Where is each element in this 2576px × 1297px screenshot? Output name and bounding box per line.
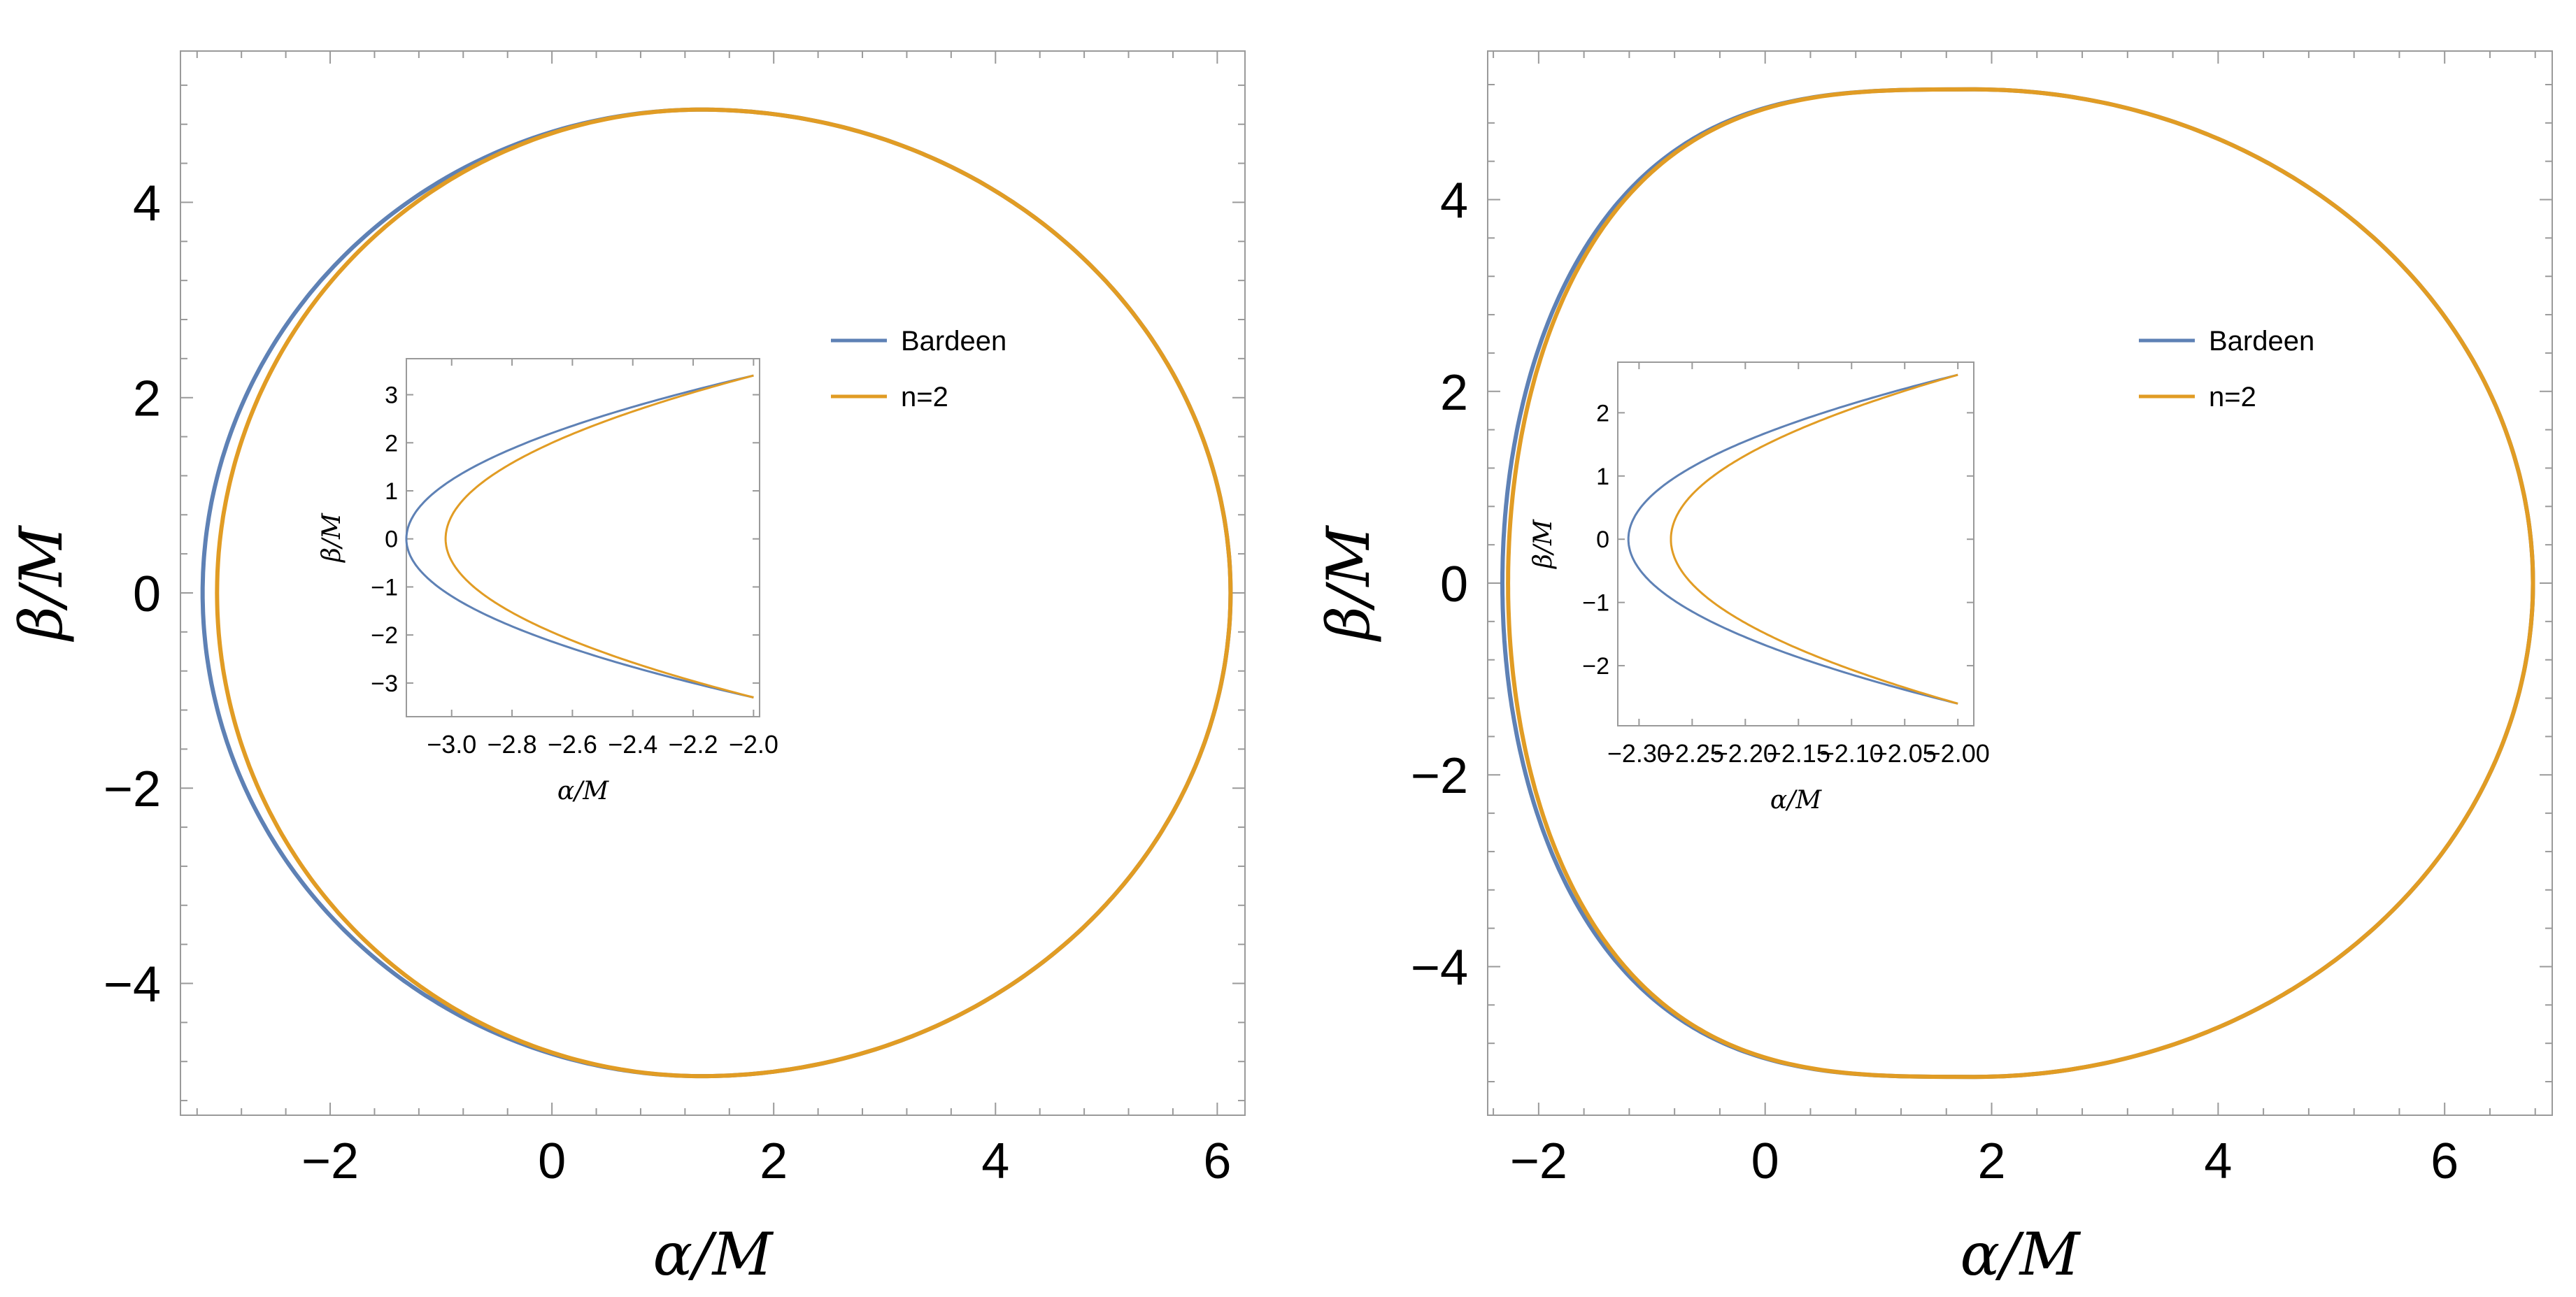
inset-plot: −2.30−2.25−2.20−2.15−2.10−2.05−2.00 −2 −1 0… xyxy=(1529,361,1990,815)
legend-label: n=2 xyxy=(901,382,948,413)
y-axis-label: β/M xyxy=(1314,525,1383,643)
inset-x-tick-label: −2.00 xyxy=(1926,739,1990,768)
inset-x-tick-label: −2.0 xyxy=(729,730,778,759)
x-tick-label: 2 xyxy=(1977,1133,2005,1189)
inset-x-axis-label: α/M xyxy=(1770,786,1822,815)
x-tick-label: −2 xyxy=(1510,1133,1567,1189)
inset-y-tick-label: 0 xyxy=(1596,526,1609,553)
inset-x-axis-label: α/M xyxy=(557,777,609,805)
y-tick-label: 4 xyxy=(133,175,161,231)
inset-x-tick-label: −2.10 xyxy=(1820,739,1884,768)
inset-y-tick-label: 1 xyxy=(385,478,398,505)
legend-label: n=2 xyxy=(2209,382,2256,413)
inset-x-tick-label: −2.4 xyxy=(608,730,657,759)
inset-y-tick-label: −1 xyxy=(1582,590,1609,617)
series-line-2 xyxy=(215,107,1233,1079)
y-tick-label: 0 xyxy=(133,566,161,622)
y-tick-label: 0 xyxy=(1440,557,1468,612)
y-tick-label: −4 xyxy=(104,956,161,1012)
inset-x-tick-label: −2.6 xyxy=(548,730,597,759)
inset-y-tick-label: −3 xyxy=(371,671,398,697)
x-tick-label: 6 xyxy=(2431,1133,2458,1189)
inset-x-tick-label: −2.15 xyxy=(1767,739,1830,768)
x-tick-label: 0 xyxy=(1751,1133,1779,1189)
x-tick-label: 0 xyxy=(538,1133,566,1189)
inset-y-axis-label: β/M xyxy=(1529,519,1558,570)
y-tick-label: −2 xyxy=(1411,748,1468,804)
legend-label: Bardeen xyxy=(901,326,1006,357)
inset-series-line-2 xyxy=(444,374,754,698)
y-tick-label: −2 xyxy=(104,761,161,817)
inset-y-axis-label: β/M xyxy=(318,513,346,564)
x-tick-label: 6 xyxy=(1203,1133,1231,1189)
inset-x-tick-label: −2.2 xyxy=(669,730,718,759)
x-axis-label: α/M xyxy=(1960,1220,2081,1289)
inset-y-tick-label: −1 xyxy=(371,574,398,601)
inset-series-line-1 xyxy=(1627,373,1958,705)
inset-y-tick-label: −2 xyxy=(371,622,398,649)
inset-y-tick-label: 2 xyxy=(1596,400,1609,427)
chart-2: −2 0 2 4 6−4−2024α/Mβ/MBardeenn=2−2.30−2.25−… xyxy=(1314,50,2553,1289)
inset-y-tick-label: 0 xyxy=(385,526,398,553)
y-tick-label: 2 xyxy=(133,371,161,427)
inset-frame xyxy=(406,358,760,717)
series-line-2 xyxy=(1506,87,2535,1080)
inset-x-tick-label: −2.20 xyxy=(1714,739,1777,768)
inset-y-tick-label: 1 xyxy=(1596,464,1609,490)
x-tick-label: 4 xyxy=(2204,1133,2232,1189)
inset-x-tick-label: −2.05 xyxy=(1873,739,1937,768)
legend-label: Bardeen xyxy=(2209,326,2314,357)
y-axis-label: β/M xyxy=(7,525,76,643)
inset-y-tick-label: −2 xyxy=(1582,653,1609,680)
inset-x-tick-label: −2.8 xyxy=(488,730,537,759)
y-tick-label: 4 xyxy=(1440,173,1468,229)
inset-x-tick-label: −2.25 xyxy=(1660,739,1724,768)
x-axis-label: α/M xyxy=(653,1220,774,1289)
x-tick-label: 2 xyxy=(760,1133,788,1189)
x-tick-label: −2 xyxy=(301,1133,359,1189)
chart-1: −2 0 2 4 6 −4 −2 0 2 4 α/M β/M Bardeen n=2 −3.0 −2.8 −2.… xyxy=(7,50,1246,1289)
inset-plot: −3.0 −2.8 −2.6 −2.4 −2.2 −2.0 −3 −2 −1 0 1 2 3 α/M β/M xyxy=(318,358,778,805)
inset-series-line-1 xyxy=(405,374,754,698)
plot-frame xyxy=(180,50,1246,1116)
inset-x-tick-label: −3.0 xyxy=(427,730,476,759)
inset-x-tick-label: −2.30 xyxy=(1607,739,1671,768)
inset-series-line-2 xyxy=(1670,373,1958,705)
y-tick-label: 2 xyxy=(1440,365,1468,421)
inset-y-tick-label: 2 xyxy=(385,430,398,457)
x-tick-label: 4 xyxy=(981,1133,1009,1189)
inset-y-tick-label: 3 xyxy=(385,382,398,409)
y-tick-label: −4 xyxy=(1411,940,1468,996)
